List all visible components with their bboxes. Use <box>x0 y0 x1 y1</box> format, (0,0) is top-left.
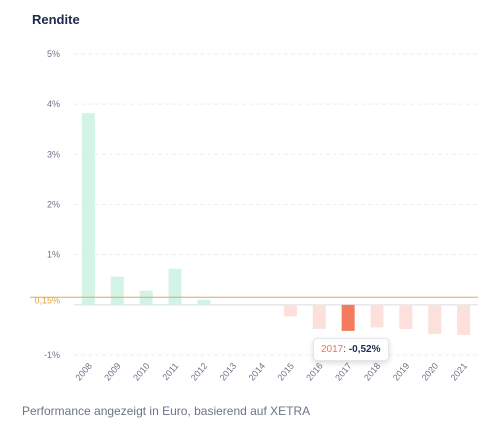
x-tick-label: 2019 <box>391 361 412 383</box>
y-tick-label: 4% <box>47 99 60 109</box>
y-tick-label: 1% <box>47 250 60 260</box>
y-tick-label: 3% <box>47 149 60 159</box>
x-tick-label: 2013 <box>218 361 239 383</box>
chart-tooltip: 2017: -0,52% <box>313 338 389 361</box>
y-tick-label: 2% <box>47 200 60 210</box>
bar-2010 <box>139 290 153 305</box>
x-tick-label: 2018 <box>362 361 383 383</box>
bar-2016 <box>312 304 326 329</box>
tooltip-separator: : <box>343 344 349 355</box>
bar-2015 <box>283 304 297 317</box>
x-tick-label: 2020 <box>420 361 441 383</box>
bar-2021 <box>457 304 471 335</box>
x-tick-label: 2021 <box>449 361 470 383</box>
bar-2017 <box>341 304 355 331</box>
x-tick-label: 2017 <box>333 361 354 383</box>
average-label: 0,15% <box>34 295 60 305</box>
bar-2012 <box>197 299 211 305</box>
x-tick-label: 2012 <box>189 361 210 383</box>
bar-2020 <box>428 304 442 334</box>
x-tick-label: 2011 <box>160 361 180 382</box>
x-tick-label: 2010 <box>131 361 152 383</box>
chart-title: Rendite <box>32 12 80 27</box>
y-tick-label: -1% <box>44 350 60 360</box>
x-tick-label: 2009 <box>102 361 123 383</box>
bar-chart: 5% 4% 3% 2% 1% -1% 2008 2009 2010 2011 2012 2013 201… <box>30 49 478 383</box>
y-tick-label: 5% <box>47 49 60 59</box>
bar-2018 <box>370 304 384 328</box>
x-tick-label: 2008 <box>73 361 94 383</box>
tooltip-value: -0,52% <box>348 344 381 355</box>
bar-2009 <box>110 276 124 305</box>
bar-2008 <box>81 113 95 305</box>
x-tick-label: 2016 <box>304 361 325 383</box>
x-tick-label: 2015 <box>275 361 296 383</box>
bar-2019 <box>399 304 413 329</box>
chart-footnote: Performance angezeigt in Euro, basierend… <box>22 404 311 418</box>
x-tick-label: 2014 <box>247 361 268 383</box>
tooltip-year: 2017 <box>321 344 344 355</box>
bar-2011 <box>168 268 182 305</box>
